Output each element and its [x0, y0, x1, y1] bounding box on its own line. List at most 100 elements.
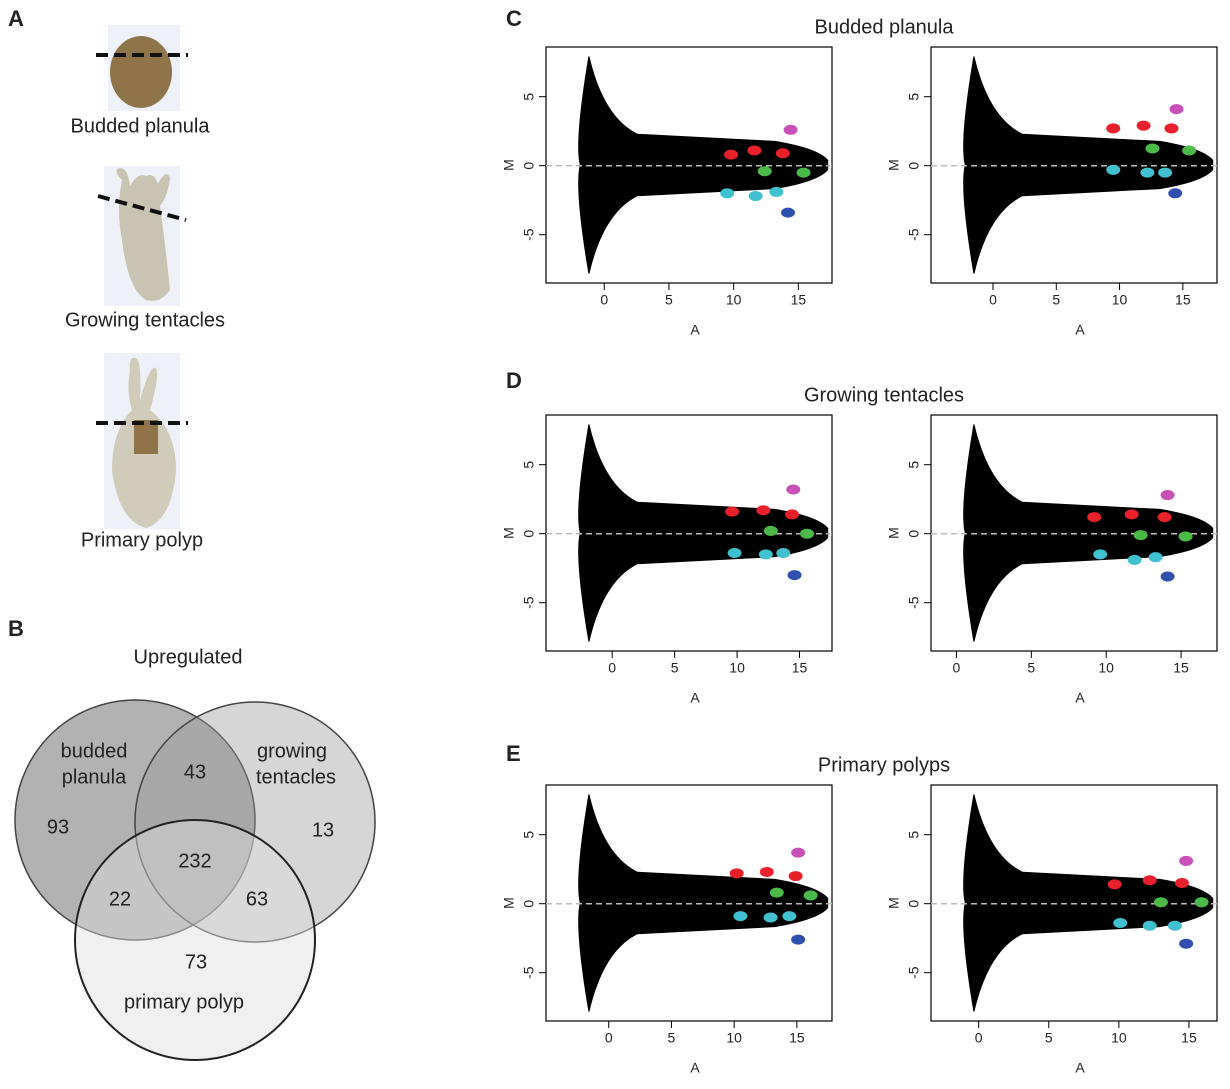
highlight-point — [783, 124, 798, 135]
x-tick-label: 0 — [608, 660, 616, 676]
row-title: Growing tentacles — [804, 384, 964, 406]
set-label: budded — [61, 740, 128, 762]
highlight-point — [803, 890, 818, 901]
x-tick-label: 15 — [792, 660, 808, 676]
x-tick-label: 15 — [791, 292, 807, 308]
y-tick-label: -5 — [521, 596, 537, 609]
x-tick-label: 0 — [605, 1030, 613, 1046]
highlight-point — [1093, 549, 1108, 560]
highlight-point — [775, 148, 790, 159]
row-title: Budded planula — [814, 16, 954, 38]
highlight-point — [1142, 875, 1157, 886]
highlight-point — [1164, 123, 1179, 134]
highlight-point — [756, 505, 771, 516]
highlight-point — [1168, 188, 1183, 199]
region-count: 93 — [47, 816, 69, 838]
stage-label: Primary polyp — [81, 529, 203, 551]
y-axis-label: M — [501, 159, 517, 171]
highlight-point — [763, 912, 778, 923]
highlight-point — [782, 911, 797, 922]
panel-letter: B — [8, 616, 24, 641]
y-tick-label: 0 — [906, 900, 922, 908]
highlight-point — [776, 548, 791, 559]
y-tick-label: 0 — [521, 900, 537, 908]
highlight-point — [1174, 877, 1189, 888]
region-count: 232 — [178, 850, 211, 872]
x-tick-label: 5 — [1027, 660, 1035, 676]
highlight-point — [1169, 104, 1184, 115]
set-label: growing — [257, 740, 327, 762]
x-tick-label: 15 — [789, 1030, 805, 1046]
highlight-point — [1106, 164, 1121, 175]
x-tick-label: 10 — [729, 660, 745, 676]
x-axis-label: A — [1075, 1060, 1085, 1076]
venn-circles — [14, 699, 376, 1061]
y-tick-label: 5 — [521, 461, 537, 469]
highlight-point — [759, 866, 774, 877]
x-axis-label: A — [1075, 690, 1085, 706]
x-tick-label: 0 — [953, 660, 961, 676]
highlight-point — [1136, 120, 1151, 131]
x-tick-label: 5 — [665, 292, 673, 308]
x-tick-label: 15 — [1173, 660, 1189, 676]
highlight-point — [1113, 918, 1128, 929]
highlight-point — [1178, 531, 1193, 542]
highlight-point — [1124, 509, 1139, 520]
y-tick-label: 5 — [521, 831, 537, 839]
panel-letter: D — [506, 368, 522, 393]
set-label: primary polyp — [124, 991, 244, 1013]
x-tick-label: 10 — [726, 1030, 742, 1046]
highlight-point — [1087, 512, 1102, 523]
x-tick-label: 5 — [1052, 292, 1060, 308]
x-axis-label: A — [690, 322, 700, 338]
x-tick-label: 10 — [726, 292, 742, 308]
highlight-point — [724, 149, 739, 160]
x-axis-label: A — [690, 1060, 700, 1076]
region-count: 13 — [312, 819, 334, 841]
x-tick-label: 15 — [1175, 292, 1191, 308]
highlight-point — [733, 911, 748, 922]
highlight-point — [1127, 554, 1142, 565]
highlight-point — [788, 871, 803, 882]
set-label: planula — [62, 766, 127, 788]
y-tick-label: -5 — [906, 966, 922, 979]
x-tick-label: 10 — [1098, 660, 1114, 676]
x-axis-label: A — [1075, 322, 1085, 338]
highlight-point — [729, 868, 744, 879]
region-count: 73 — [185, 951, 207, 973]
highlight-point — [787, 570, 802, 581]
y-tick-label: 5 — [906, 831, 922, 839]
highlight-point — [1140, 167, 1155, 178]
highlight-point — [1160, 490, 1175, 501]
y-axis-label: M — [501, 897, 517, 909]
highlight-point — [1167, 920, 1182, 931]
x-tick-label: 5 — [1045, 1030, 1053, 1046]
highlight-point — [800, 528, 815, 539]
highlight-point — [725, 506, 740, 517]
x-tick-label: 0 — [600, 292, 608, 308]
stage-label: Growing tentacles — [65, 309, 225, 331]
set-label: tentacles — [256, 766, 336, 788]
highlight-point — [727, 548, 742, 559]
region-count: 63 — [246, 888, 268, 910]
highlight-point — [791, 847, 806, 858]
highlight-point — [757, 166, 772, 177]
x-tick-label: 0 — [989, 292, 997, 308]
highlight-point — [1106, 123, 1121, 134]
y-tick-label: 0 — [906, 530, 922, 538]
panel-letter: A — [8, 6, 24, 31]
highlight-point — [720, 188, 735, 199]
highlight-point — [1142, 920, 1157, 931]
y-tick-label: 5 — [906, 461, 922, 469]
panel-letter: E — [506, 741, 521, 766]
x-tick-label: 5 — [668, 1030, 676, 1046]
highlight-point — [1133, 530, 1148, 541]
x-axis-label: A — [690, 690, 700, 706]
y-tick-label: 0 — [521, 530, 537, 538]
y-tick-label: -5 — [906, 228, 922, 241]
x-tick-label: 10 — [1111, 1030, 1127, 1046]
highlight-point — [747, 145, 762, 156]
y-tick-label: 0 — [521, 162, 537, 170]
region-count: 43 — [184, 761, 206, 783]
highlight-point — [791, 934, 806, 945]
